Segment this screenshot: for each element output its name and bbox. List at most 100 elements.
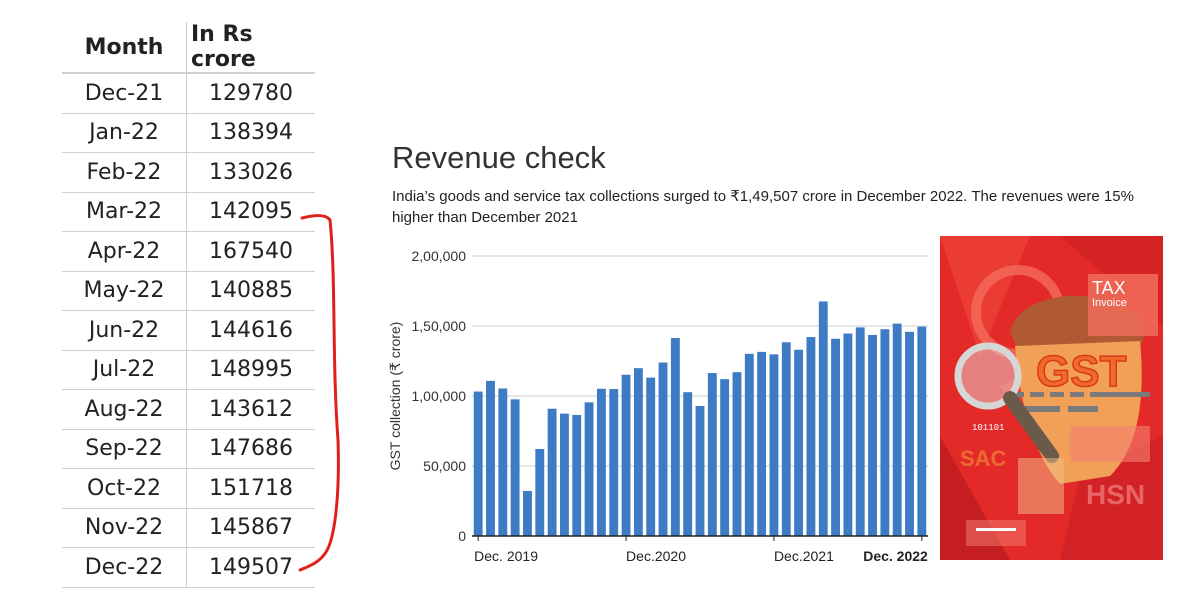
bar — [646, 377, 656, 536]
table-row: Oct-22 151718 — [62, 468, 315, 509]
table-row: Jun-22 144616 — [62, 310, 315, 351]
x-tick-label: Dec. 2022 — [863, 548, 928, 564]
bar — [818, 301, 828, 536]
gst-label: GST — [1036, 347, 1127, 396]
y-axis-label: GST collection (₹ crore) — [387, 322, 403, 471]
bar — [794, 349, 804, 536]
amount-cell: 144616 — [186, 310, 315, 351]
x-axis-ticks: Dec. 2019 Dec.2020 Dec.2021 Dec. 2022 — [474, 536, 928, 564]
amount-cell: 147686 — [186, 429, 315, 469]
amount-cell: 145867 — [186, 508, 315, 548]
bars — [473, 301, 927, 536]
amount-column-header: In Rs crore — [186, 22, 315, 74]
invoice-label: Invoice — [1092, 297, 1127, 309]
x-tick-label: Dec.2020 — [626, 548, 686, 564]
bar — [769, 354, 779, 536]
bar — [757, 351, 767, 536]
month-cell: Jul-22 — [62, 350, 187, 390]
chart-title: Revenue check — [392, 140, 606, 175]
bar — [572, 414, 582, 536]
y-tick-label: 1,00,000 — [412, 388, 467, 404]
table-row: Jan-22 138394 — [62, 113, 315, 153]
bar — [486, 380, 495, 536]
month-cell: Jun-22 — [62, 310, 187, 351]
bar — [559, 413, 569, 536]
month-cell: Aug-22 — [62, 389, 187, 430]
bar — [633, 368, 643, 536]
table-header-row: Month In Rs crore — [62, 22, 315, 74]
amount-cell: 138394 — [186, 113, 315, 153]
amount-cell: 142095 — [186, 192, 315, 232]
bar — [596, 388, 606, 536]
bar — [855, 327, 865, 536]
bar — [621, 374, 631, 536]
bar — [670, 338, 680, 536]
y-tick-label: 2,00,000 — [412, 248, 467, 264]
month-cell: Dec-22 — [62, 547, 187, 588]
bar — [547, 408, 557, 536]
table-row: Sep-22 147686 — [62, 429, 315, 469]
month-cell: Feb-22 — [62, 152, 187, 193]
bar — [473, 391, 483, 536]
bar — [868, 334, 877, 536]
table-row: Nov-22 145867 — [62, 508, 315, 548]
amount-cell: 129780 — [186, 73, 315, 114]
table-row: Apr-22 167540 — [62, 231, 315, 272]
month-cell: May-22 — [62, 271, 187, 311]
bracket-stroke — [298, 214, 340, 572]
bar — [510, 399, 520, 536]
y-tick-label: 50,000 — [423, 458, 466, 474]
x-tick-label: Dec. 2019 — [474, 548, 538, 564]
table-row: Feb-22 133026 — [62, 152, 315, 193]
table-row: Dec-21 129780 — [62, 73, 315, 114]
y-tick-label: 0 — [458, 528, 466, 544]
month-cell: Oct-22 — [62, 468, 187, 509]
table-row: Jul-22 148995 — [62, 350, 315, 390]
bar — [732, 372, 742, 536]
tax-label: TAX — [1092, 278, 1126, 298]
bar — [683, 392, 693, 536]
bar — [658, 362, 668, 536]
amount-cell: 149507 — [186, 547, 315, 588]
bar — [880, 329, 890, 536]
bar — [806, 337, 816, 536]
y-tick-label: 1,50,000 — [412, 318, 467, 334]
binary-label: 101101 — [972, 423, 1004, 433]
amount-cell: 167540 — [186, 231, 315, 272]
table-body: Dec-21 129780 Jan-22 138394 Feb-22 133026 Mar-… — [62, 73, 315, 588]
sac-label: SAC — [960, 446, 1007, 471]
bar — [720, 379, 730, 536]
magnifier-icon — [954, 342, 1059, 463]
month-cell: Mar-22 — [62, 192, 187, 232]
table-row: May-22 140885 — [62, 271, 315, 311]
bar — [584, 402, 594, 536]
amount-cell: 140885 — [186, 271, 315, 311]
month-column-header: Month — [62, 22, 187, 74]
red-bracket-annotation — [298, 214, 340, 572]
bar — [917, 326, 927, 536]
chart-subtitle: India’s goods and service tax collection… — [392, 188, 1134, 226]
bar — [781, 342, 791, 536]
table-row: Aug-22 143612 — [62, 389, 315, 430]
month-cell: Dec-21 — [62, 73, 187, 114]
bar — [843, 333, 853, 536]
amount-cell: 143612 — [186, 389, 315, 430]
month-cell: Nov-22 — [62, 508, 187, 548]
gst-illustration: TAX Invoice GST 101101 SAC HSN — [940, 236, 1163, 560]
amount-cell: 133026 — [186, 152, 315, 193]
table-row: Dec-22 149507 — [62, 547, 315, 588]
bar — [892, 323, 902, 536]
month-cell: Jan-22 — [62, 113, 187, 153]
gst-monthly-table: Month In Rs crore Dec-21 129780 Jan-22 1383… — [62, 22, 315, 588]
bar — [744, 353, 754, 536]
bar — [695, 406, 705, 536]
x-tick-label: Dec.2021 — [774, 548, 834, 564]
bar — [707, 373, 717, 536]
month-cell: Sep-22 — [62, 429, 187, 469]
bar — [498, 388, 508, 536]
gst-bar-chart: 0 50,000 1,00,000 1,50,000 2,00,000 Dec. 201… — [387, 248, 928, 564]
amount-cell: 151718 — [186, 468, 315, 509]
hsn-label: HSN — [1086, 479, 1145, 510]
bar — [905, 331, 914, 536]
month-cell: Apr-22 — [62, 231, 187, 272]
